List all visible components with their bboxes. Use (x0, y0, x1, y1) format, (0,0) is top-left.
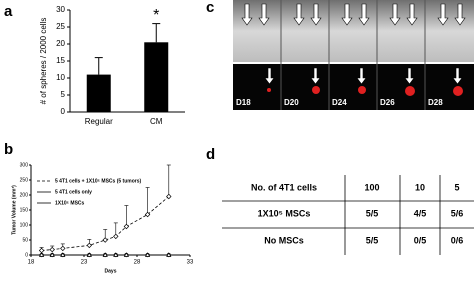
y-tick-label: 10 (56, 73, 65, 82)
y-tick-label: 50 (22, 237, 28, 243)
table-cell: No. of 4T1 cells (251, 182, 317, 192)
y-tick-label: 30 (56, 5, 65, 14)
signals (267, 86, 463, 96)
y-tick-label: 0 (61, 107, 66, 116)
x-tick-label: CM (150, 117, 163, 126)
y-tick-label: 300 (20, 162, 29, 168)
y-tick-label: 250 (20, 177, 29, 183)
marker (38, 247, 45, 254)
x-axis-label: Days (105, 268, 117, 274)
y-tick-label: 20 (56, 39, 65, 48)
marker (113, 233, 119, 240)
x-tick-label: 18 (28, 260, 35, 266)
marker (60, 245, 66, 252)
legend-label: 1X10⁵ MSCs (55, 200, 85, 206)
panel-label: a (4, 3, 13, 20)
marker (38, 252, 45, 257)
table-cell: 1X10⁵ MSCs (258, 208, 311, 218)
y-tick-label: 25 (56, 22, 65, 31)
marker (102, 252, 108, 257)
marker (144, 211, 151, 218)
day-label: D26 (380, 98, 395, 107)
day-label: D24 (332, 98, 347, 107)
y-axis-label: Tumor Volume (mm³) (11, 185, 17, 235)
marker (144, 252, 151, 257)
table-cell: 5/5 (366, 235, 379, 245)
marker (60, 252, 66, 257)
marker (49, 246, 55, 253)
marker (123, 252, 130, 257)
arrows (241, 3, 466, 85)
day-label: D20 (284, 98, 299, 107)
y-tick-label: 100 (20, 222, 29, 228)
x-tick-label: Regular (85, 117, 113, 126)
y-tick-label: 150 (20, 207, 29, 213)
table-cell: 0/5 (414, 235, 427, 245)
y-tick-label: 200 (20, 192, 29, 198)
table-cell: 5/5 (366, 208, 379, 218)
x-tick-label: 28 (134, 260, 141, 266)
annotation: * (153, 7, 159, 24)
marker (166, 193, 172, 200)
separators (280, 0, 426, 110)
table: No. of 4T1 cells 100 10 5 1X10⁵ MSCs 5/5 4/5 5/… (251, 182, 463, 245)
marker (113, 252, 119, 257)
table-cell: 100 (364, 182, 379, 192)
panel-label: d (206, 146, 215, 163)
photo-row (233, 0, 474, 62)
marker (49, 252, 55, 257)
panel-label: b (4, 141, 13, 158)
day-label: D18 (236, 98, 251, 107)
fluorescence-row (233, 64, 474, 110)
table-cell: 4/5 (414, 208, 427, 218)
bar (144, 42, 169, 112)
marker (123, 223, 130, 230)
marker (86, 252, 92, 257)
legend-label: 5 4T1 cells + 1X10⁵ MSCs (5 tumors) (55, 178, 141, 184)
series-line (41, 196, 170, 251)
marker (102, 237, 108, 243)
table-lines (222, 175, 474, 255)
y-axis-label: # of spheres / 2000 cells (39, 18, 48, 105)
table-cell: 10 (415, 182, 425, 192)
x-tick-label: 33 (187, 260, 194, 266)
table-cell: No MSCs (264, 235, 304, 245)
table-cell: 0/6 (451, 235, 464, 245)
table-cell: 5 (454, 182, 459, 192)
image-panel: D18 D20 D24 D26 D28 (233, 0, 474, 110)
bar (86, 74, 111, 112)
x-tick-label: 23 (81, 260, 88, 266)
legend-label: 5 4T1 cells only (55, 189, 92, 195)
table-cell: 5/6 (451, 208, 464, 218)
panel-label: c (206, 0, 214, 16)
y-tick-label: 0 (25, 252, 28, 258)
marker (86, 242, 92, 249)
day-label: D28 (428, 98, 443, 107)
y-tick-label: 5 (61, 90, 66, 99)
y-tick-label: 15 (56, 56, 65, 65)
marker (166, 252, 172, 257)
